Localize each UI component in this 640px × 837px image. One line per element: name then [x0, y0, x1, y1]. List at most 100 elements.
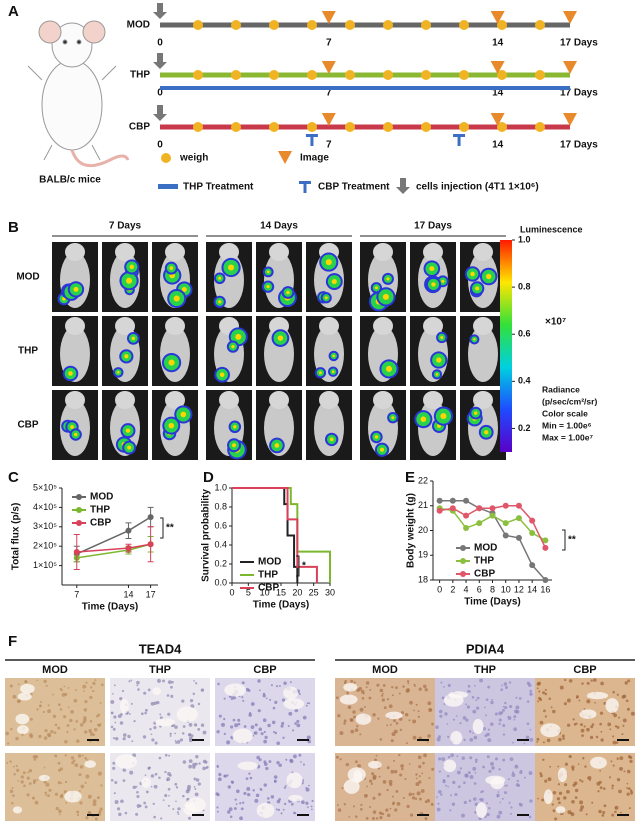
- cell: [610, 760, 613, 763]
- cell: [455, 715, 458, 717]
- cell: [206, 765, 209, 769]
- signal-core: [385, 365, 393, 372]
- cell: [175, 800, 177, 803]
- cell: [598, 780, 602, 784]
- signal-core: [266, 285, 270, 289]
- cell: [278, 685, 281, 687]
- cell: [255, 793, 260, 798]
- signal-core: [474, 411, 478, 415]
- cell: [499, 801, 502, 804]
- cell: [166, 694, 170, 697]
- cell: [190, 734, 194, 738]
- cell: [148, 766, 151, 769]
- cell: [407, 682, 410, 685]
- cell: [443, 703, 446, 705]
- cell: [147, 688, 151, 692]
- cell: [93, 733, 96, 736]
- cell: [353, 715, 357, 719]
- cell: [408, 719, 411, 722]
- cell: [562, 737, 565, 740]
- mouse-head: [423, 391, 443, 409]
- cell: [519, 770, 523, 774]
- cell: [79, 723, 84, 727]
- mouse-head: [423, 317, 443, 335]
- cell: [386, 724, 389, 727]
- cell: [544, 692, 548, 696]
- weigh-dot: [497, 122, 507, 132]
- signal-core: [127, 445, 132, 450]
- cell: [167, 804, 170, 807]
- signal-core: [231, 345, 235, 349]
- cell: [614, 805, 619, 810]
- signal-core: [228, 264, 235, 271]
- alveolus: [343, 779, 360, 794]
- cell: [491, 698, 494, 701]
- cell: [200, 688, 205, 692]
- cell: [150, 701, 155, 706]
- cell: [96, 796, 100, 800]
- cell: [502, 758, 506, 762]
- cell: [246, 792, 251, 797]
- cell: [603, 787, 606, 790]
- cell: [461, 756, 466, 760]
- cell: [254, 731, 258, 735]
- cell: [471, 696, 475, 699]
- cell: [505, 784, 508, 787]
- cell: [441, 696, 445, 700]
- cell: [135, 812, 139, 816]
- cell: [272, 706, 276, 710]
- alveolus: [555, 806, 566, 814]
- cell: [179, 738, 184, 742]
- cell: [89, 732, 94, 737]
- cell: [542, 741, 545, 744]
- injection-arrow: [153, 3, 167, 19]
- cell: [544, 688, 547, 691]
- weigh-dot: [383, 20, 393, 30]
- group-label: CBP: [129, 122, 150, 133]
- cell: [350, 729, 355, 734]
- cell: [171, 680, 174, 684]
- weigh-dot: [231, 122, 241, 132]
- cell: [514, 764, 519, 769]
- signal-core: [440, 413, 447, 420]
- cell: [500, 684, 503, 687]
- cell: [15, 736, 19, 741]
- cell: [391, 685, 394, 689]
- cell: [112, 766, 116, 770]
- cell: [298, 692, 301, 695]
- legend-marker: [76, 494, 82, 500]
- cell: [518, 697, 522, 700]
- column-label: MOD: [372, 664, 398, 676]
- cell: [512, 771, 515, 774]
- cell: [570, 811, 573, 815]
- cell: [29, 717, 33, 721]
- alveolus: [605, 698, 619, 713]
- cell: [260, 732, 264, 736]
- cell: [259, 689, 261, 692]
- signal-core: [431, 282, 436, 287]
- cell: [363, 793, 368, 798]
- cell: [11, 802, 14, 805]
- weigh-dot: [269, 122, 279, 132]
- cell: [272, 730, 276, 734]
- column-header: 7 Days: [109, 221, 142, 232]
- image-marker: [321, 11, 336, 24]
- cell: [400, 764, 404, 768]
- cell: [382, 779, 387, 784]
- cell: [572, 783, 576, 787]
- alveolus: [20, 683, 35, 694]
- colorbar-tick-label: 0.2: [518, 423, 531, 433]
- cell: [335, 696, 339, 700]
- cell: [185, 789, 190, 794]
- cell: [486, 755, 490, 759]
- mouse-head: [65, 317, 85, 335]
- signal-core: [168, 359, 175, 366]
- cell: [418, 736, 422, 740]
- cell: [526, 700, 530, 703]
- colorbar-note: Min = 1.00e⁶: [542, 420, 592, 430]
- image-marker: [321, 61, 336, 74]
- cell: [74, 763, 79, 768]
- column-label: THP: [474, 664, 496, 676]
- cell: [116, 807, 121, 811]
- cell: [513, 718, 516, 721]
